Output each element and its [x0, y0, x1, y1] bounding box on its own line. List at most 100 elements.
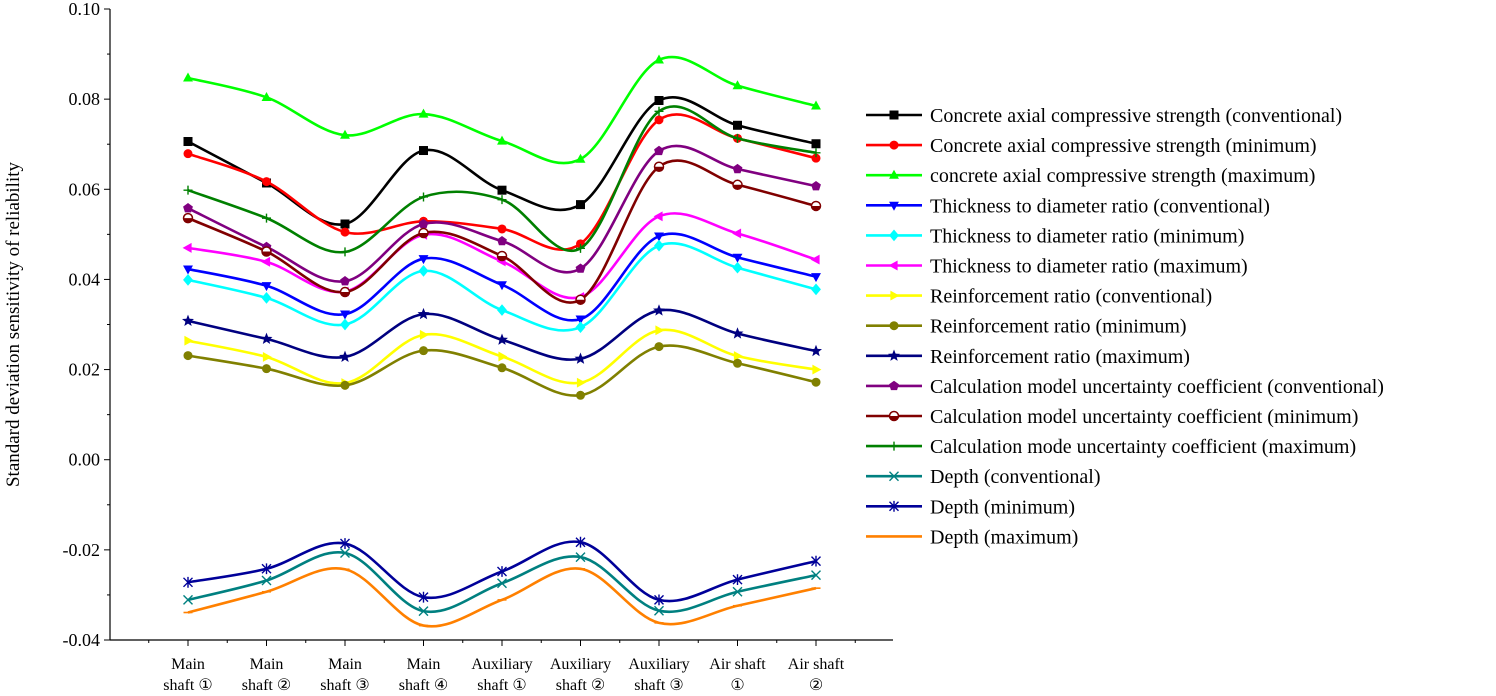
data-point — [419, 146, 428, 156]
y-tick-label: 0.00 — [69, 450, 101, 470]
data-point — [733, 120, 742, 130]
data-point — [575, 263, 586, 273]
data-point — [262, 352, 272, 362]
legend-label: Depth (conventional) — [930, 466, 1101, 488]
data-point — [262, 177, 271, 187]
legend: Concrete axial compressive strength (con… — [866, 105, 1384, 548]
data-point — [340, 129, 350, 139]
series-line — [187, 96, 817, 226]
data-point — [733, 358, 742, 368]
data-point — [812, 364, 822, 375]
legend-item: Depth (minimum) — [866, 496, 1075, 518]
data-point — [732, 179, 743, 191]
data-point — [654, 232, 664, 242]
data-point — [339, 286, 351, 298]
data-point — [497, 363, 507, 373]
data-point — [654, 106, 664, 116]
x-tick-label: ② — [809, 677, 823, 694]
x-tick-label: Air shaft — [788, 656, 845, 673]
data-point — [340, 310, 350, 320]
data-point — [575, 536, 586, 548]
x-tick-label: Auxiliary — [471, 656, 532, 673]
data-point — [732, 253, 743, 263]
data-point — [653, 304, 665, 316]
y-tick-label: -0.04 — [63, 630, 101, 650]
legend-label: Depth (maximum) — [930, 526, 1078, 548]
data-point — [653, 161, 665, 172]
x-tick-label: shaft ① — [477, 677, 526, 694]
legend-marker — [889, 380, 899, 391]
data-point — [811, 180, 821, 191]
data-point — [497, 578, 507, 589]
data-point — [261, 256, 271, 267]
legend-marker — [889, 169, 899, 179]
legend-item: Thickness to diameter ratio (maximum) — [866, 256, 1248, 278]
data-point — [261, 575, 272, 586]
legend-item: Calculation model uncertainty coefficien… — [866, 376, 1384, 398]
data-point — [261, 246, 272, 257]
data-point — [417, 307, 430, 320]
data-point — [810, 344, 822, 357]
legend-label: concrete axial compressive strength (max… — [930, 165, 1315, 187]
data-point — [575, 321, 586, 334]
data-point — [339, 350, 351, 363]
data-point — [654, 342, 664, 352]
y-tick-label: -0.02 — [63, 540, 101, 560]
y-axis-label: Standard deviation sensitivity of reliab… — [3, 161, 24, 487]
series-14 — [183, 567, 821, 628]
x-tick-label: Auxiliary — [550, 656, 611, 673]
data-point — [574, 352, 587, 364]
data-point — [261, 91, 272, 101]
data-point — [810, 200, 822, 212]
legend-item: Thickness to diameter ratio (conventiona… — [866, 195, 1270, 217]
data-point — [654, 605, 664, 616]
data-point — [496, 250, 508, 262]
legend-marker — [888, 260, 898, 271]
legend-item: Depth (maximum) — [866, 526, 1078, 548]
x-tick-label: shaft ③ — [634, 677, 683, 694]
data-point — [183, 203, 193, 213]
x-tick-label: shaft ② — [556, 677, 605, 694]
data-point — [183, 594, 193, 605]
data-point — [575, 153, 586, 163]
legend-marker — [889, 500, 899, 512]
legend-label: Thickness to diameter ratio (conventiona… — [930, 195, 1270, 217]
legend-item: Reinforcement ratio (minimum) — [866, 316, 1187, 338]
data-point — [653, 211, 663, 222]
data-point — [262, 364, 271, 374]
data-point — [184, 335, 194, 346]
data-point — [497, 566, 507, 577]
series-line — [187, 55, 817, 165]
legend-marker — [888, 410, 900, 422]
data-point — [183, 576, 193, 588]
data-point — [183, 72, 193, 82]
x-tick-label: shaft ① — [163, 677, 212, 694]
data-point — [811, 377, 821, 387]
data-point — [497, 135, 507, 145]
data-point — [810, 254, 820, 265]
x-tick-label: Air shaft — [709, 656, 766, 673]
data-point — [497, 304, 507, 316]
data-point — [811, 100, 821, 110]
data-point — [262, 213, 271, 223]
data-point — [418, 108, 429, 118]
legend-label: Calculation mode uncertainty coefficient… — [930, 436, 1356, 458]
legend-label: Reinforcement ratio (minimum) — [930, 316, 1187, 338]
legend-item: Calculation model uncertainty coefficien… — [866, 406, 1358, 428]
data-point — [732, 163, 743, 174]
series-layer — [182, 54, 822, 628]
data-point — [576, 200, 585, 210]
data-point — [575, 552, 586, 563]
x-tick-label: ① — [730, 677, 744, 694]
legend-item: Reinforcement ratio (conventional) — [866, 286, 1212, 308]
series-4 — [183, 239, 821, 334]
data-point — [340, 548, 350, 559]
data-point — [811, 153, 821, 163]
series-3 — [183, 232, 821, 325]
legend-item: Reinforcement ratio (maximum) — [866, 346, 1190, 368]
data-point — [732, 261, 743, 274]
x-tick-label: Main — [171, 656, 205, 673]
data-point — [497, 195, 507, 205]
x-tick-label: Auxiliary — [628, 656, 689, 673]
